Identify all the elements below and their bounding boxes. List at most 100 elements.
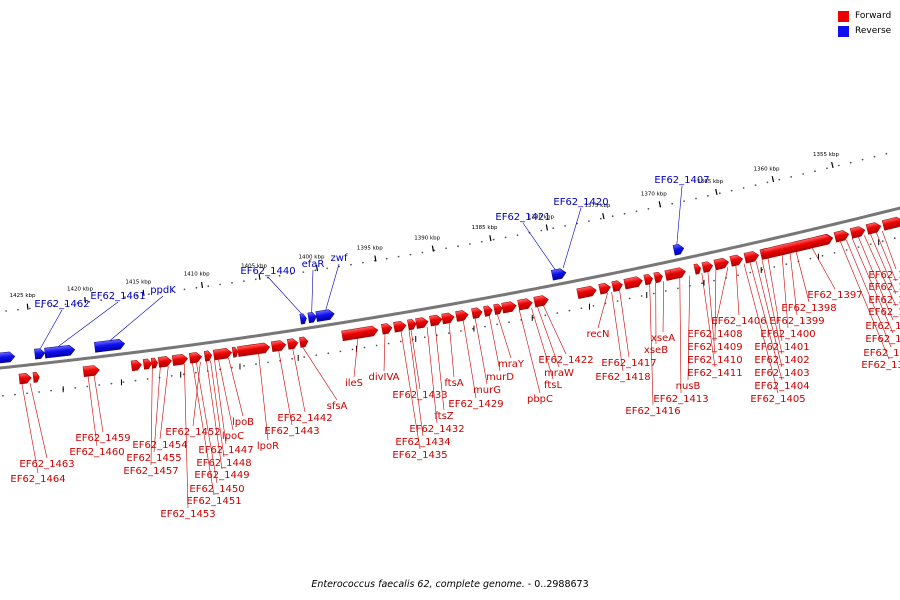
gene-label[interactable]: EF62_1449 [194, 470, 249, 481]
gene-label[interactable]: EF62_1389 [868, 270, 900, 281]
forward-gene-arrow[interactable] [643, 273, 654, 286]
gene-label[interactable]: EF62_1406 [711, 316, 766, 327]
gene-label[interactable]: EF62_1455 [126, 453, 181, 464]
gene-label[interactable]: EF62_1443 [264, 426, 319, 437]
gene-label[interactable]: xseB [644, 345, 668, 356]
forward-gene-arrow[interactable] [865, 221, 882, 235]
forward-gene-arrow[interactable] [483, 305, 493, 317]
forward-gene-arrow[interactable] [743, 250, 760, 264]
forward-gene-arrow[interactable] [713, 257, 730, 271]
reverse-gene-arrow[interactable] [44, 345, 76, 359]
forward-gene-arrow[interactable] [881, 216, 900, 231]
forward-gene-arrow[interactable] [429, 314, 443, 327]
gene-label[interactable]: EF62_1420 [553, 197, 608, 208]
forward-gene-arrow[interactable] [299, 336, 309, 348]
reverse-gene-arrow[interactable] [34, 348, 46, 360]
forward-gene-arrow[interactable] [381, 323, 393, 335]
gene-label[interactable]: EF62_1429 [448, 399, 503, 410]
forward-gene-arrow[interactable] [130, 360, 142, 372]
gene-label[interactable]: EF62_1404 [754, 381, 809, 392]
forward-gene-arrow[interactable] [669, 267, 687, 280]
reverse-gene-arrow[interactable] [315, 309, 335, 322]
gene-label[interactable]: EF62_1397 [807, 290, 862, 301]
forward-gene-arrow[interactable] [270, 340, 287, 352]
gene-label[interactable]: EF62_1396 [861, 360, 900, 371]
gene-label[interactable]: EF62_1452 [165, 427, 220, 438]
gene-label[interactable]: ftsZ [434, 411, 453, 422]
forward-gene-arrow[interactable] [287, 338, 299, 350]
gene-label[interactable]: EF62_1413 [653, 394, 708, 405]
gene-label[interactable]: EF62_1417 [601, 358, 656, 369]
gene-label[interactable]: nusB [676, 381, 701, 392]
gene-label[interactable]: mraW [544, 368, 574, 379]
gene-label[interactable]: EF62_1395 [863, 348, 900, 359]
gene-label[interactable]: EF62_1398 [781, 303, 836, 314]
forward-gene-arrow[interactable] [849, 225, 866, 239]
gene-label[interactable]: EF62_1447 [198, 445, 253, 456]
forward-gene-arrow[interactable] [82, 365, 100, 377]
reverse-gene-arrow[interactable] [94, 339, 126, 353]
gene-label[interactable]: EF62_1454 [132, 440, 187, 451]
forward-gene-arrow[interactable] [833, 229, 850, 243]
gene-label[interactable]: EF62_1421 [495, 212, 550, 223]
gene-label[interactable]: xseA [651, 333, 675, 344]
gene-label[interactable]: ftsA [444, 378, 463, 389]
reverse-gene-arrow[interactable] [299, 313, 307, 325]
gene-label[interactable]: EF62_1422 [538, 355, 593, 366]
gene-label[interactable]: murD [486, 372, 514, 383]
forward-gene-arrow[interactable] [693, 263, 702, 275]
forward-gene-arrow[interactable] [237, 342, 271, 357]
gene-label[interactable]: EF62_1459 [75, 433, 130, 444]
forward-gene-arrow[interactable] [18, 373, 32, 385]
gene-label[interactable]: EF62_1403 [754, 368, 809, 379]
forward-gene-arrow[interactable] [157, 356, 172, 368]
forward-gene-arrow[interactable] [623, 276, 644, 290]
forward-gene-arrow[interactable] [762, 233, 833, 260]
gene-label[interactable]: EF62_1409 [687, 342, 742, 353]
gene-label[interactable]: EF62_1434 [395, 437, 450, 448]
forward-gene-arrow[interactable] [142, 358, 152, 370]
gene-label[interactable]: mraY [498, 359, 525, 370]
gene-label[interactable]: EF62_1457 [123, 466, 178, 477]
gene-label[interactable]: EF62_1416 [625, 406, 680, 417]
gene-label[interactable]: EF62_1402 [754, 355, 809, 366]
gene-label[interactable]: ftsL [544, 380, 562, 391]
forward-gene-arrow[interactable] [415, 317, 429, 329]
forward-gene-arrow[interactable] [203, 350, 213, 362]
gene-label[interactable]: EF62_1390 [868, 282, 900, 293]
gene-label[interactable]: lpoB [232, 417, 254, 428]
forward-gene-arrow[interactable] [455, 310, 470, 322]
gene-label[interactable]: EF62_1399 [769, 316, 824, 327]
forward-gene-arrow[interactable] [471, 307, 483, 319]
forward-gene-arrow[interactable] [729, 254, 744, 267]
forward-gene-arrow[interactable] [171, 354, 188, 366]
forward-gene-arrow[interactable] [611, 280, 624, 292]
gene-label[interactable]: EF62_1442 [277, 413, 332, 424]
gene-label[interactable]: sfsA [327, 401, 348, 412]
forward-gene-arrow[interactable] [341, 325, 379, 342]
gene-label[interactable]: lpoR [257, 441, 279, 452]
gene-label[interactable]: EF62_1435 [392, 450, 447, 461]
gene-label[interactable]: recN [586, 329, 609, 340]
reverse-gene-arrow[interactable] [550, 268, 567, 281]
gene-label[interactable]: EF62_1451 [186, 496, 241, 507]
forward-gene-arrow[interactable] [517, 298, 534, 311]
gene-label[interactable]: lpoC [222, 431, 244, 442]
gene-label[interactable]: EF62_1418 [595, 372, 650, 383]
forward-gene-arrow[interactable] [188, 352, 203, 364]
forward-gene-arrow[interactable] [501, 301, 518, 314]
gene-label[interactable]: EF62_1463 [19, 459, 74, 470]
forward-gene-arrow[interactable] [212, 348, 233, 361]
gene-label[interactable]: EF62_1432 [409, 424, 464, 435]
forward-gene-arrow[interactable] [598, 282, 612, 295]
forward-gene-arrow[interactable] [576, 285, 598, 299]
gene-label[interactable]: EF62_1405 [750, 394, 805, 405]
gene-label[interactable]: EF62_1410 [687, 355, 742, 366]
forward-gene-arrow[interactable] [407, 319, 417, 331]
gene-label[interactable]: efaR [302, 259, 325, 270]
forward-gene-arrow[interactable] [493, 303, 504, 315]
gene-label[interactable]: EF62_1401 [754, 342, 809, 353]
forward-gene-arrow[interactable] [441, 312, 456, 325]
gene-label[interactable]: ppdK [150, 285, 176, 296]
forward-gene-arrow[interactable] [32, 371, 40, 383]
